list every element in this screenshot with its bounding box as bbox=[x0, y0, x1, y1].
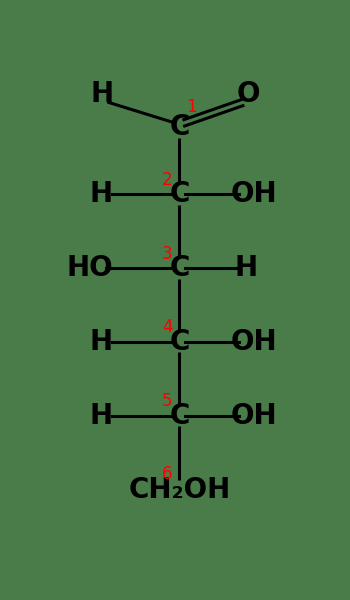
Text: 5: 5 bbox=[162, 392, 173, 410]
Text: CH₂OH: CH₂OH bbox=[128, 476, 231, 504]
Text: OH: OH bbox=[231, 328, 277, 356]
Text: H: H bbox=[89, 181, 112, 208]
Text: H: H bbox=[89, 402, 112, 430]
Text: OH: OH bbox=[231, 181, 277, 208]
Text: 6: 6 bbox=[162, 465, 173, 483]
Text: C: C bbox=[169, 402, 190, 430]
Text: OH: OH bbox=[231, 402, 277, 430]
Text: H: H bbox=[89, 328, 112, 356]
Text: H: H bbox=[234, 254, 257, 283]
Text: HO: HO bbox=[66, 254, 113, 283]
Text: C: C bbox=[169, 328, 190, 356]
Text: C: C bbox=[169, 181, 190, 208]
Text: C: C bbox=[169, 254, 190, 283]
Text: 2: 2 bbox=[162, 170, 173, 188]
Text: C: C bbox=[169, 113, 190, 142]
Text: 1: 1 bbox=[186, 98, 197, 116]
Text: H: H bbox=[91, 80, 114, 108]
Text: O: O bbox=[237, 80, 260, 108]
Text: 3: 3 bbox=[162, 245, 173, 263]
Text: 4: 4 bbox=[162, 319, 173, 337]
